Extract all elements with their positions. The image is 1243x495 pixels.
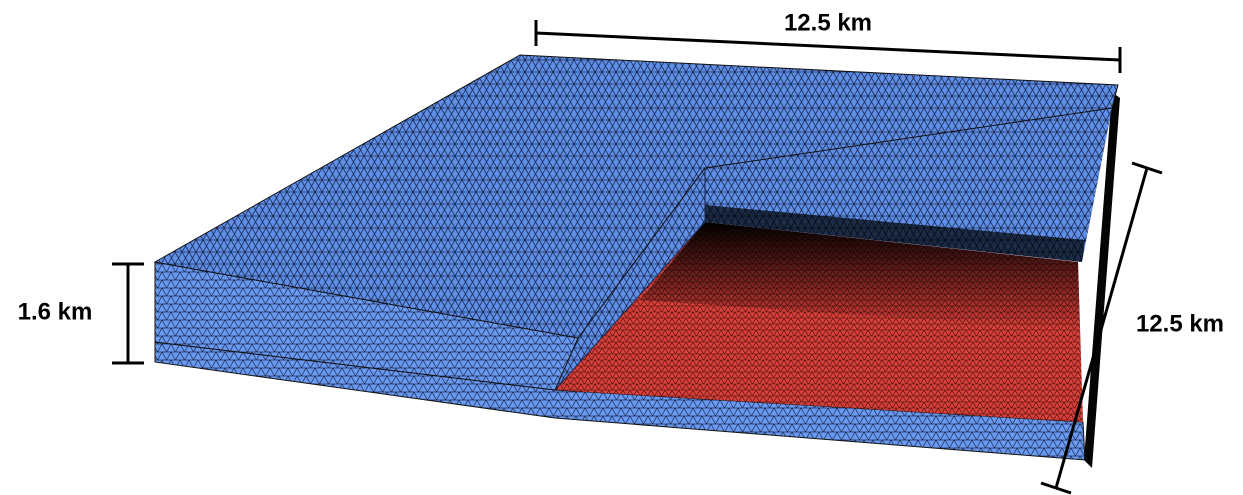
mesh-diagram: 12.5 km 1.6 km 12.5 km — [0, 0, 1243, 495]
dimension-label: 12.5 km — [784, 9, 872, 36]
height-dimension: 1.6 km — [18, 264, 144, 363]
dimension-label: 12.5 km — [1136, 310, 1224, 337]
dimension-label: 1.6 km — [18, 298, 93, 325]
dimension-line — [536, 33, 1120, 60]
mesh-block — [155, 55, 1120, 468]
